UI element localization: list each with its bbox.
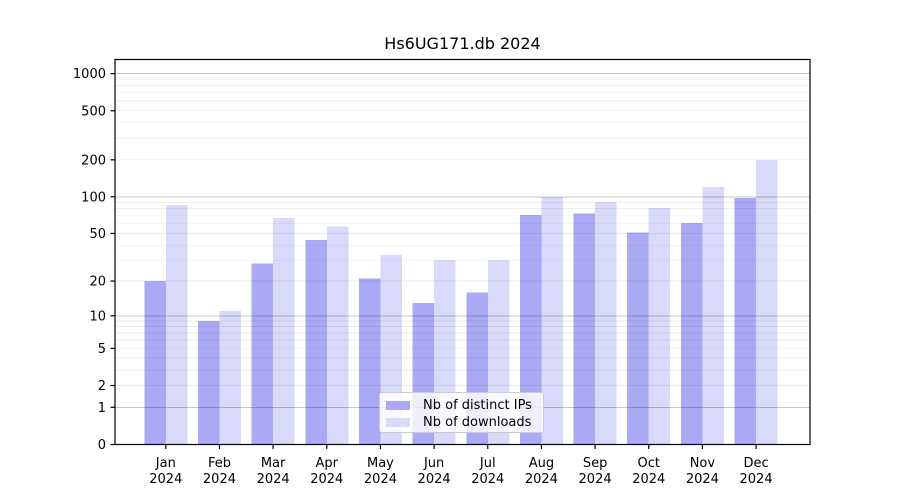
y-tick-label-1: 1	[98, 401, 106, 416]
y-tick-label-50: 50	[89, 227, 106, 242]
bar-downloads-aug	[541, 196, 563, 445]
bar-distinct-ips-may	[358, 278, 381, 445]
x-tick-label-aug: Aug 2024	[525, 456, 558, 487]
bar-distinct-ips-aug	[519, 214, 542, 445]
legend-label-distinct-ips: Nb of distinct IPs	[423, 398, 532, 413]
y-tick-label-100: 100	[81, 190, 106, 205]
chart-title: Hs6UG171.db 2024	[384, 34, 541, 53]
bar-distinct-ips-oct	[627, 232, 649, 445]
x-tick-label-dec: Dec 2024	[740, 456, 773, 487]
bar-distinct-ips-nov	[680, 222, 703, 445]
x-tick-label-sep: Sep 2024	[579, 456, 612, 487]
plot-frame	[114, 58, 811, 446]
bar-distinct-ips-mar	[251, 263, 274, 445]
bar-downloads-dec	[756, 159, 778, 445]
x-tick-label-nov: Nov 2024	[686, 456, 719, 487]
bar-downloads-feb	[219, 311, 241, 445]
bar-distinct-ips-apr	[305, 240, 327, 445]
bar-downloads-mar	[273, 218, 295, 445]
bar-downloads-sep	[595, 201, 617, 445]
legend-swatch-distinct-ips	[386, 401, 410, 410]
bar-downloads-jan	[165, 204, 188, 445]
legend-label-downloads: Nb of downloads	[423, 415, 532, 430]
y-tick-label-1000: 1000	[73, 67, 106, 82]
x-tick-label-mar: Mar 2024	[257, 456, 290, 487]
x-tick-label-jun: Jun 2024	[418, 456, 451, 487]
y-tick-label-2: 2	[98, 379, 106, 394]
x-tick-label-jul: Jul 2024	[471, 456, 504, 487]
y-tick-label-0: 0	[98, 438, 106, 453]
y-tick-label-20: 20	[89, 275, 106, 290]
legend-item-distinct-ips: Nb of distinct IPs	[386, 397, 543, 414]
y-tick-label-5: 5	[98, 342, 106, 357]
legend-item-downloads: Nb of downloads	[386, 414, 543, 431]
x-tick-label-apr: Apr 2024	[310, 456, 343, 487]
legend-swatch-downloads	[386, 418, 410, 427]
y-tick-label-10: 10	[89, 309, 106, 324]
x-tick-label-oct: Oct 2024	[632, 456, 665, 487]
y-tick-label-500: 500	[81, 104, 106, 119]
legend: Nb of distinct IPs Nb of downloads	[379, 392, 544, 433]
x-tick-label-jan: Jan 2024	[149, 456, 182, 487]
bar-downloads-oct	[648, 207, 671, 445]
bar-downloads-apr	[326, 226, 349, 445]
bar-distinct-ips-sep	[573, 213, 596, 445]
y-tick-label-200: 200	[81, 153, 106, 168]
x-tick-label-may: May 2024	[364, 456, 397, 487]
x-tick-label-feb: Feb 2024	[203, 456, 236, 487]
bar-distinct-ips-feb	[197, 320, 220, 445]
bar-distinct-ips-jan	[144, 281, 166, 445]
bar-downloads-nov	[702, 187, 724, 445]
bar-distinct-ips-dec	[734, 197, 757, 445]
